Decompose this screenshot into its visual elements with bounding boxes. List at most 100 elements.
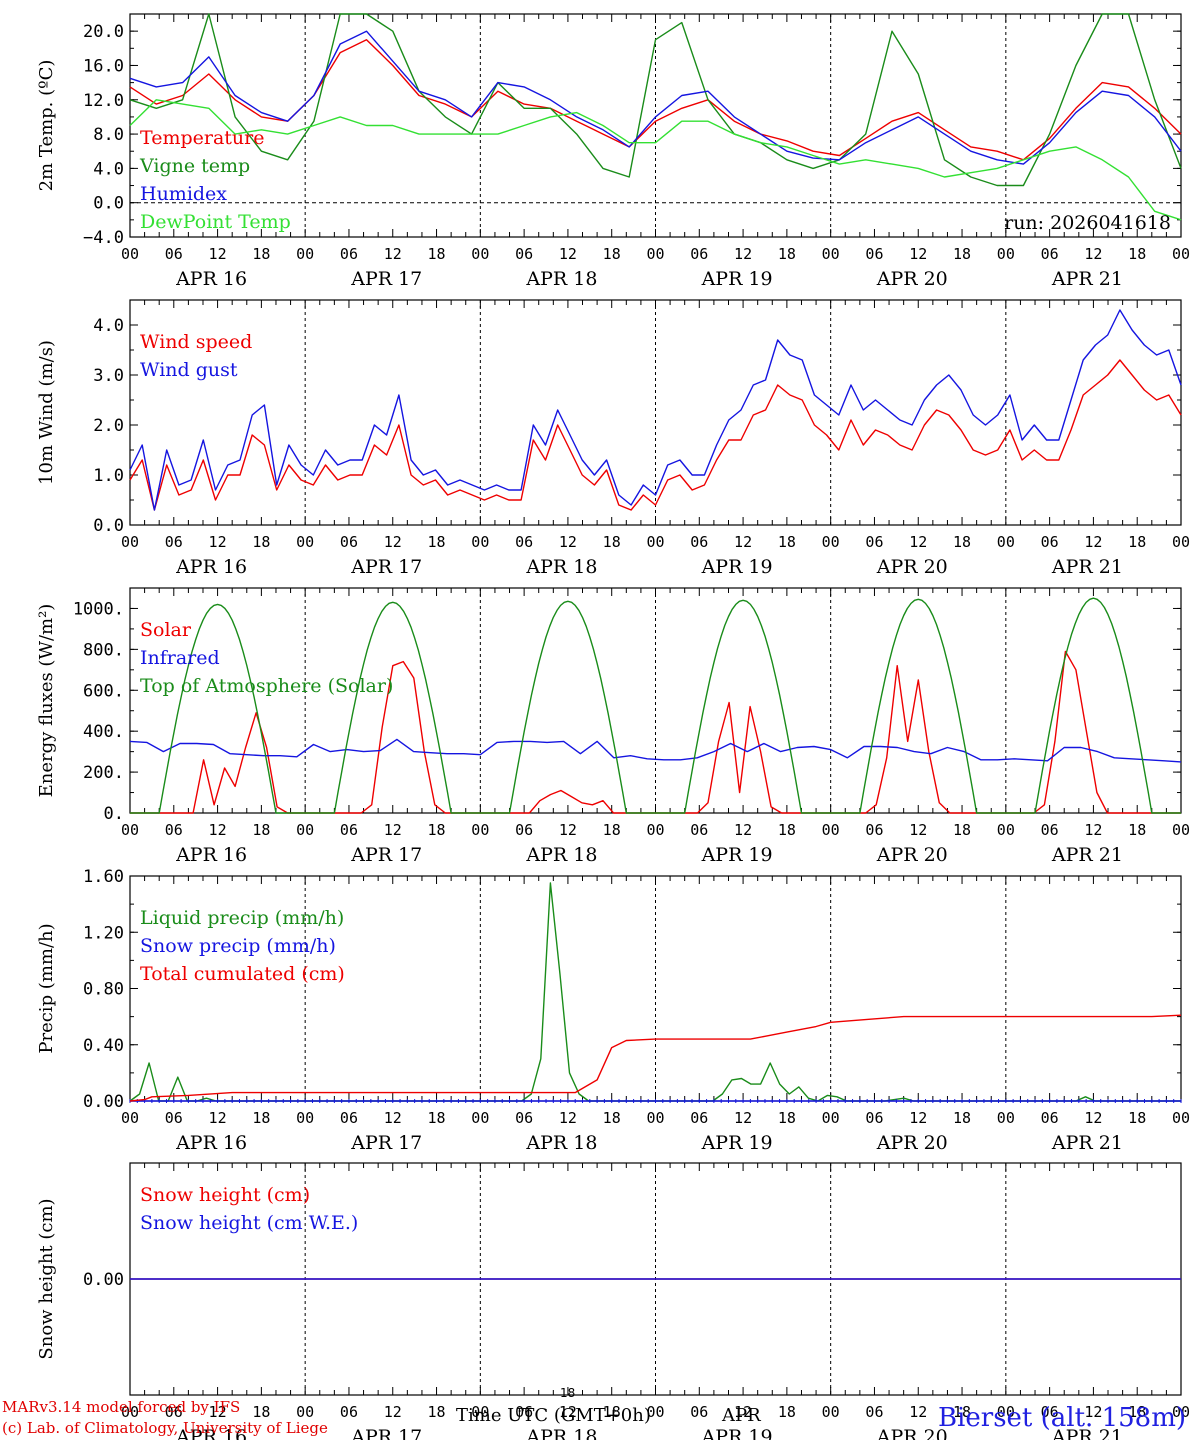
- x-tick-label: 12: [209, 533, 227, 551]
- x-tick-label: 18: [1128, 821, 1146, 839]
- x-tick-label: 18: [252, 533, 270, 551]
- x-tick-label: 12: [384, 1403, 402, 1421]
- x-tick-label: 18: [1128, 245, 1146, 263]
- x-tick-label: 18: [953, 245, 971, 263]
- x-tick-label: 12: [559, 821, 577, 839]
- x-tick-label: 12: [909, 533, 927, 551]
- x-tick-label: 12: [909, 245, 927, 263]
- x-tick-label: 06: [865, 821, 883, 839]
- series-line-humidex: [129, 30, 1182, 165]
- x-tick-label: 06: [515, 245, 533, 263]
- x-tick-label: 18: [252, 1403, 270, 1421]
- x-tick-label: 00: [121, 1109, 139, 1127]
- x-tick-label: 00: [121, 821, 139, 839]
- x-tick-label: 06: [1041, 533, 1059, 551]
- x-tick-label: 00: [471, 245, 489, 263]
- x-tick-label: 12: [209, 1109, 227, 1127]
- x-tick-label: 18: [778, 1403, 796, 1421]
- run-annotation: run: 2026041618: [1004, 212, 1171, 234]
- y-tick-label: 4.0: [93, 316, 124, 336]
- x-tick-label: 18: [428, 1109, 446, 1127]
- x-tick-label: 06: [165, 1403, 183, 1421]
- x-tick-label: 12: [734, 1403, 752, 1421]
- y-tick-label: 0.0: [93, 516, 124, 536]
- day-label: APR 17: [350, 844, 422, 866]
- y-tick-label: 1000.: [73, 599, 124, 619]
- x-tick-label: 18: [603, 245, 621, 263]
- x-tick-label: 12: [559, 245, 577, 263]
- series-line-wind-gust: [129, 309, 1182, 511]
- x-tick-label: 06: [340, 821, 358, 839]
- legend-entry: Wind gust: [140, 359, 238, 381]
- x-tick-label: 12: [909, 821, 927, 839]
- x-tick-label: 06: [690, 1109, 708, 1127]
- x-tick-label: 12: [384, 821, 402, 839]
- day-label: APR 16: [175, 1426, 247, 1440]
- y-axis-label: 10m Wind (m/s): [36, 340, 57, 485]
- x-tick-label: 18: [778, 821, 796, 839]
- legend-entry: Wind speed: [140, 331, 252, 353]
- series-line-wind-speed: [129, 359, 1182, 511]
- y-tick-label: 3.0: [93, 366, 124, 386]
- x-tick-label: 06: [165, 245, 183, 263]
- x-tick-label: 00: [646, 1109, 664, 1127]
- x-tick-label: 12: [734, 821, 752, 839]
- x-tick-label: 00: [121, 1403, 139, 1421]
- x-tick-label: 06: [865, 245, 883, 263]
- day-label: APR 20: [876, 1426, 948, 1440]
- x-tick-label: 18: [953, 1403, 971, 1421]
- day-label: APR 17: [350, 268, 422, 290]
- legend-entry: Solar: [140, 619, 192, 641]
- day-label: APR 17: [350, 1426, 422, 1440]
- x-tick-label: 00: [997, 245, 1015, 263]
- y-tick-label: 0.00: [83, 1092, 124, 1112]
- x-tick-label: 06: [165, 1109, 183, 1127]
- x-tick-label: 00: [822, 245, 840, 263]
- x-tick-label: 00: [471, 1403, 489, 1421]
- x-tick-label: 18: [953, 1109, 971, 1127]
- day-label: APR 18: [525, 268, 597, 290]
- x-tick-label: 06: [865, 533, 883, 551]
- day-label: APR 21: [1051, 844, 1123, 866]
- x-tick-label: 00: [997, 1109, 1015, 1127]
- x-tick-label: 18: [428, 1403, 446, 1421]
- x-tick-label: 12: [559, 1403, 577, 1421]
- x-tick-label: 06: [515, 1109, 533, 1127]
- x-tick-label: 06: [1041, 821, 1059, 839]
- x-tick-label: 06: [165, 533, 183, 551]
- y-tick-label: 0.40: [83, 1036, 124, 1056]
- x-tick-label: 18: [428, 245, 446, 263]
- x-tick-label: 12: [734, 1109, 752, 1127]
- time-axis-label: Time UTC (GMT+0h): [456, 1405, 651, 1426]
- model-credit: MARv3.14 model forced by IFS: [2, 1398, 241, 1416]
- x-tick-label: 12: [559, 1109, 577, 1127]
- day-label: APR 17: [350, 556, 422, 578]
- series-line-dewpoint-temp: [129, 99, 1182, 221]
- day-label: APR 20: [876, 556, 948, 578]
- x-tick-label: 06: [690, 533, 708, 551]
- x-tick-label: 18: [778, 533, 796, 551]
- x-tick-label: 00: [1172, 1109, 1190, 1127]
- x-tick-label: 00: [822, 1403, 840, 1421]
- x-tick-label: 18: [603, 1109, 621, 1127]
- day-label: APR 17: [350, 1132, 422, 1154]
- x-tick-label: 18: [428, 821, 446, 839]
- x-tick-label: 06: [1041, 1109, 1059, 1127]
- day-label: APR 16: [175, 1132, 247, 1154]
- y-tick-label: 1.60: [83, 867, 124, 887]
- x-tick-label: 18: [603, 821, 621, 839]
- x-tick-label: 06: [340, 245, 358, 263]
- x-tick-label: 00: [296, 533, 314, 551]
- y-tick-label: 0.80: [83, 980, 124, 1000]
- legend-entry: DewPoint Temp: [140, 211, 291, 233]
- x-tick-label: 00: [822, 533, 840, 551]
- x-tick-label: 12: [909, 1109, 927, 1127]
- x-tick-label: 12: [209, 1403, 227, 1421]
- x-tick-label: 18: [428, 533, 446, 551]
- x-tick-label: 00: [296, 245, 314, 263]
- month-label: APR: [722, 1405, 761, 1426]
- x-tick-label: 12: [1084, 1109, 1102, 1127]
- day-label: APR 21: [1051, 268, 1123, 290]
- day-label: APR 19: [701, 1132, 773, 1154]
- y-tick-label: −4.0: [83, 228, 124, 248]
